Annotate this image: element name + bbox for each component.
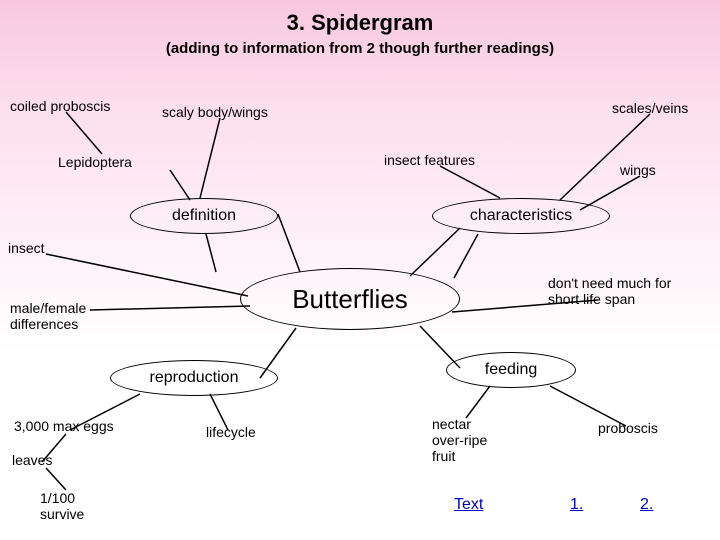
link-one[interactable]: 1. <box>570 496 583 514</box>
leaf-coiled-proboscis: coiled proboscis <box>10 98 110 114</box>
leaf-lepidoptera: Lepidoptera <box>58 154 132 170</box>
link-two[interactable]: 2. <box>640 496 653 514</box>
leaf-scales-veins: scales/veins <box>612 100 688 116</box>
leaf-proboscis: proboscis <box>598 420 658 436</box>
branch-characteristics: characteristics <box>432 198 610 234</box>
branch-reproduction-label: reproduction <box>150 369 239 387</box>
branch-feeding-label: feeding <box>485 361 538 379</box>
leaf-insect: insect <box>8 240 45 256</box>
center-node-butterflies: Butterflies <box>240 268 460 330</box>
leaf-lifecycle: lifecycle <box>206 424 256 440</box>
page-title: 3. Spidergram <box>0 0 720 36</box>
branch-definition-label: definition <box>172 207 236 225</box>
branch-feeding: feeding <box>446 352 576 388</box>
leaf-wings: wings <box>620 162 656 178</box>
page-subtitle: (adding to information from 2 though fur… <box>0 40 720 57</box>
leaf-dont-need: don't need much for short life span <box>548 275 671 307</box>
link-text[interactable]: Text <box>454 496 483 514</box>
leaf-nectar: nectar over-ripe fruit <box>432 416 487 464</box>
branch-characteristics-label: characteristics <box>470 207 572 225</box>
center-label: Butterflies <box>292 284 408 315</box>
leaf-male-female: male/female differences <box>10 300 86 332</box>
leaf-leaves: leaves <box>12 452 52 468</box>
leaf-survive: 1/100 survive <box>40 490 84 522</box>
leaf-scaly-body-wings: scaly body/wings <box>162 104 268 120</box>
branch-definition: definition <box>130 198 278 234</box>
leaf-max-eggs: 3,000 max eggs <box>14 418 114 434</box>
branch-reproduction: reproduction <box>110 360 278 396</box>
leaf-insect-features: insect features <box>384 152 475 168</box>
